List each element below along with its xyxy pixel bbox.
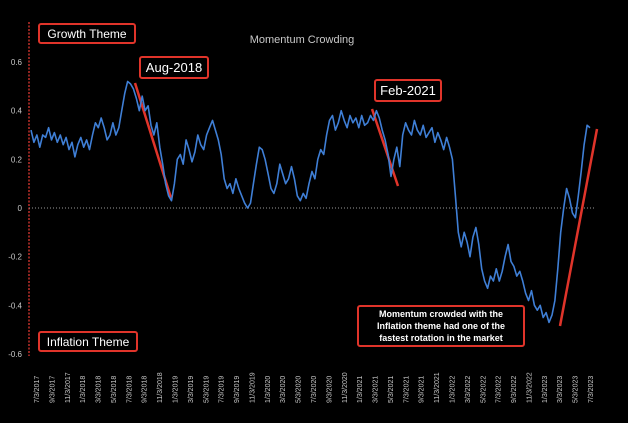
x-axis-ticks: 7/3/2017 9/3/2017 11/3/2017 1/3/2018 3/3/201… <box>34 372 595 403</box>
feb-2021-label: Feb-2021 <box>374 79 442 102</box>
rotation-note-line-2: Inflation theme had one of the <box>377 321 505 331</box>
rotation-note-label: Momentum crowded with the Inflation them… <box>357 305 525 347</box>
x-tick-label: 5/3/2019 <box>203 376 210 403</box>
x-tick-label: 3/3/2019 <box>188 376 195 403</box>
x-tick-label: 5/3/2023 <box>573 376 580 403</box>
x-tick-label: 3/3/2021 <box>373 376 380 403</box>
x-tick-label: 3/3/2023 <box>557 376 564 403</box>
aug-2018-box <box>139 56 209 79</box>
x-tick-label: 9/3/2017 <box>49 376 56 403</box>
chart-title: Momentum Crowding <box>250 34 355 46</box>
y-tick-label: -0.2 <box>8 253 22 262</box>
feb-2021-text: Feb-2021 <box>380 83 436 98</box>
y-tick-label: -0.4 <box>8 301 22 310</box>
y-tick-label: 0.4 <box>11 107 23 116</box>
x-tick-label: 1/3/2020 <box>265 376 272 403</box>
x-tick-label: 1/3/2023 <box>542 376 549 403</box>
x-tick-label: 1/3/2018 <box>80 376 87 403</box>
x-tick-label: 5/3/2020 <box>296 376 303 403</box>
x-tick-label: 11/3/2022 <box>526 372 533 403</box>
x-tick-label: 9/3/2021 <box>419 376 426 403</box>
x-tick-label: 7/3/2019 <box>219 376 226 403</box>
x-tick-label: 3/3/2018 <box>96 376 103 403</box>
feb-2021-decline-trend-line <box>370 108 400 187</box>
y-axis-ticks: 0.6 0.4 0.2 0 -0.2 -0.4 -0.6 <box>8 58 22 359</box>
x-tick-label: 11/3/2021 <box>434 372 441 403</box>
y-tick-label: 0.6 <box>11 58 23 67</box>
x-tick-label: 11/3/2019 <box>249 372 256 403</box>
x-tick-label: 7/3/2020 <box>311 376 318 403</box>
x-tick-label: 11/3/2018 <box>157 372 164 403</box>
x-tick-label: 11/3/2017 <box>65 372 72 403</box>
x-tick-label: 1/3/2022 <box>450 376 457 403</box>
growth-theme-box <box>38 23 136 44</box>
y-tick-label: 0 <box>18 204 23 213</box>
y-tick-label: 0.2 <box>11 155 23 164</box>
rotation-note-line-3: fastest rotation in the market <box>379 333 503 343</box>
x-tick-label: 7/3/2023 <box>588 376 595 403</box>
x-tick-label: 7/3/2017 <box>34 376 41 403</box>
y-tick-label: -0.6 <box>8 350 22 359</box>
feb-2021-box <box>374 79 442 102</box>
x-tick-label: 3/3/2020 <box>280 376 287 403</box>
x-tick-label: 5/3/2018 <box>111 376 118 403</box>
inflation-theme-label: Inflation Theme <box>38 331 138 352</box>
x-tick-label: 7/3/2018 <box>126 376 133 403</box>
rotation-note-line-1: Momentum crowded with the <box>379 309 503 319</box>
x-tick-label: 9/3/2019 <box>234 376 241 403</box>
momentum-series-line <box>30 80 591 324</box>
x-tick-label: 1/3/2021 <box>357 376 364 403</box>
x-tick-label: 3/3/2022 <box>465 376 472 403</box>
aug-2018-label: Aug-2018 <box>139 56 209 79</box>
x-tick-label: 11/3/2020 <box>342 372 349 403</box>
x-tick-label: 5/3/2022 <box>480 376 487 403</box>
rotation-note-box <box>357 305 525 347</box>
growth-theme-text: Growth Theme <box>47 27 126 41</box>
aug-2018-text: Aug-2018 <box>146 60 202 75</box>
inflation-theme-box <box>38 331 138 352</box>
inflation-rotation-trend-line <box>558 128 599 327</box>
inflation-theme-text: Inflation Theme <box>47 335 130 349</box>
x-tick-label: 7/3/2022 <box>496 376 503 403</box>
series-layer <box>30 80 591 324</box>
x-tick-label: 9/3/2022 <box>511 376 518 403</box>
x-tick-label: 1/3/2019 <box>173 376 180 403</box>
growth-theme-label: Growth Theme <box>38 23 136 44</box>
x-tick-label: 5/3/2021 <box>388 376 395 403</box>
x-tick-label: 7/3/2021 <box>403 376 410 403</box>
x-tick-label: 9/3/2018 <box>142 376 149 403</box>
x-tick-label: 9/3/2020 <box>326 376 333 403</box>
